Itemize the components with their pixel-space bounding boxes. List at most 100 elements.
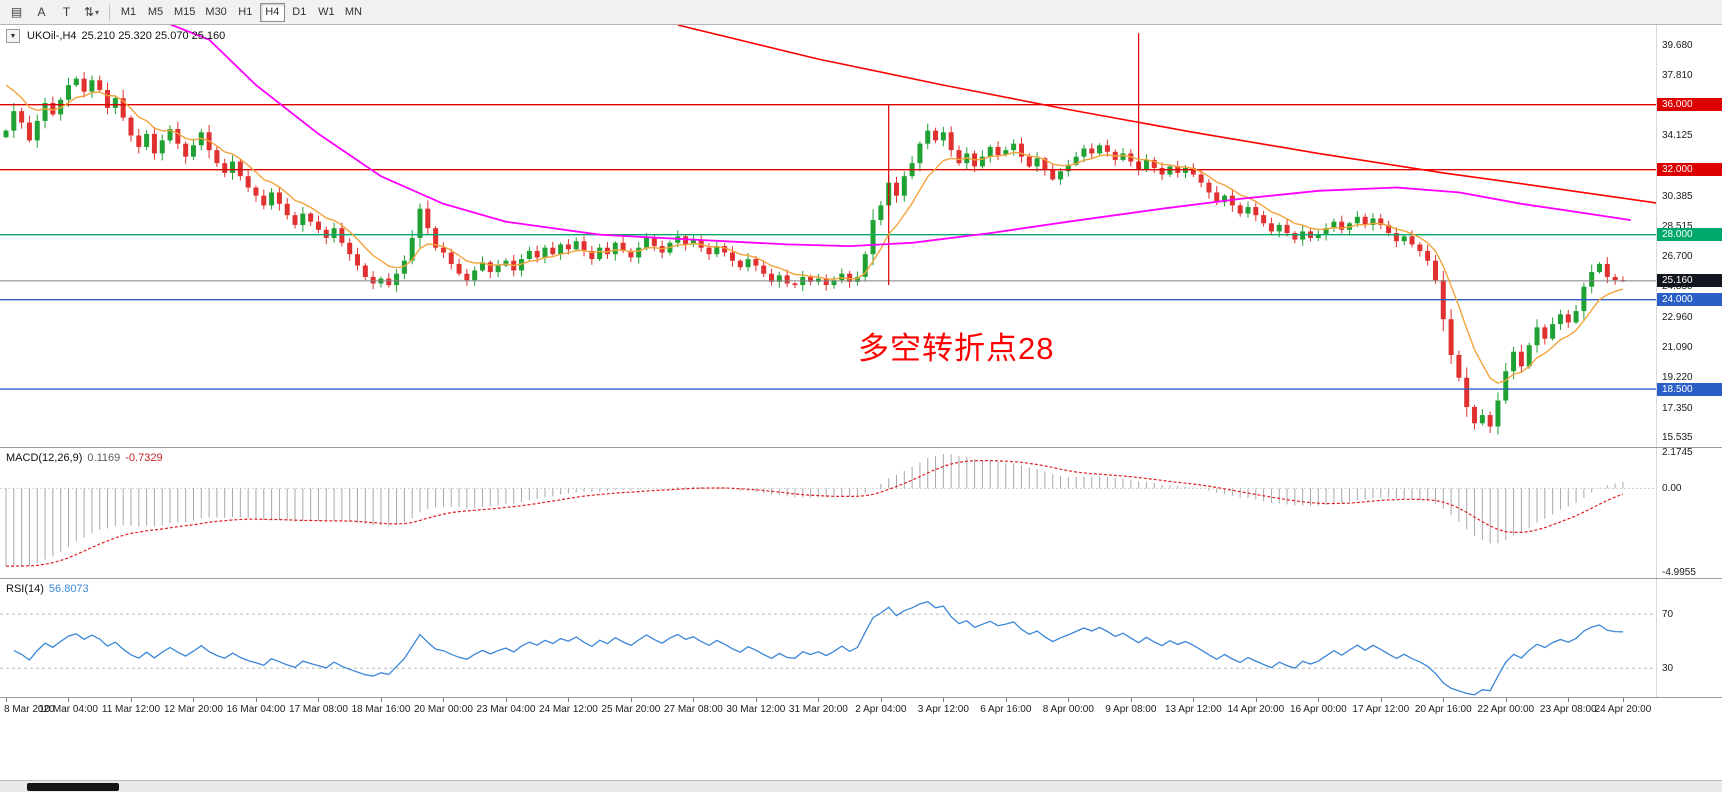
symbol-dropdown-icon[interactable]: ▼ xyxy=(6,29,20,43)
bull-candle xyxy=(878,205,884,221)
bull-candle xyxy=(1370,218,1376,225)
time-label: 20 Apr 16:00 xyxy=(1414,704,1472,715)
toolbar-icon-group: ▤ A T ⇅ ▾ xyxy=(4,3,104,22)
bull-candle xyxy=(1511,351,1517,372)
time-tick xyxy=(1193,698,1195,702)
bear-candle xyxy=(308,213,314,222)
rsi-axis-label: 70 xyxy=(1662,609,1674,621)
time-label: 17 Mar 08:00 xyxy=(288,704,348,715)
bull-candle xyxy=(167,129,173,141)
bull-candle xyxy=(495,265,501,273)
bull-candle xyxy=(987,146,993,157)
timeframe-button-m15[interactable]: M15 xyxy=(174,6,196,18)
bull-candle xyxy=(1003,150,1009,156)
taskbar-item[interactable] xyxy=(27,783,119,791)
bull-candle xyxy=(3,130,9,138)
bull-candle xyxy=(34,120,40,141)
bull-candle xyxy=(1183,168,1189,173)
bear-candle xyxy=(1542,327,1548,339)
macd-signal-value: -0.7329 xyxy=(125,452,163,464)
bear-candle xyxy=(1425,250,1431,261)
time-label: 23 Apr 08:00 xyxy=(1539,704,1597,715)
macd-plot[interactable] xyxy=(0,448,1656,578)
timeframe-button-group: M1 M5 M15 M30 H1 H4 D1 W1 MN xyxy=(115,2,367,22)
bear-candle xyxy=(1089,148,1095,154)
bear-candle xyxy=(1386,224,1392,234)
bull-candle xyxy=(394,273,400,286)
time-tick xyxy=(630,698,632,702)
time-tick xyxy=(1568,698,1570,702)
bull-candle xyxy=(89,80,95,92)
chart-window-icon[interactable]: ▤ xyxy=(10,5,23,19)
bull-candle xyxy=(1034,158,1040,167)
bear-candle xyxy=(722,246,728,253)
bull-candle xyxy=(612,242,618,255)
time-label: 18 Mar 16:00 xyxy=(351,704,411,715)
bear-candle xyxy=(19,111,25,123)
bear-candle xyxy=(1159,168,1165,175)
bull-candle xyxy=(1300,231,1306,240)
bear-candle xyxy=(1253,207,1259,216)
price-chart-plot[interactable] xyxy=(0,25,1656,446)
bull-candle xyxy=(1573,311,1579,323)
rsi-plot[interactable] xyxy=(0,579,1656,698)
letter-a-icon[interactable]: A xyxy=(37,5,46,19)
chart-ohlc-values: 25.210 25.320 25.070 25.160 xyxy=(81,30,226,42)
timeframe-button-w1[interactable]: W1 xyxy=(318,6,335,18)
bull-candle xyxy=(479,262,485,271)
bull-candle xyxy=(917,143,923,164)
bear-candle xyxy=(1464,377,1470,407)
bull-candle xyxy=(409,237,415,261)
timeframe-button-m30[interactable]: M30 xyxy=(205,6,227,18)
time-label: 8 Apr 00:00 xyxy=(1042,704,1094,715)
bear-candle xyxy=(284,203,290,216)
bear-candle xyxy=(1339,221,1345,230)
timeframe-button-m5[interactable]: M5 xyxy=(147,6,164,18)
bull-candle xyxy=(854,276,860,282)
time-tick xyxy=(1005,698,1007,702)
time-tick xyxy=(1505,698,1507,702)
bear-candle xyxy=(136,135,142,147)
timeframe-button-h4[interactable]: H4 xyxy=(259,2,285,22)
bear-candle xyxy=(1050,169,1056,180)
bear-candle xyxy=(105,90,111,108)
level-price-badge: 28.000 xyxy=(1657,228,1722,242)
bull-candle xyxy=(542,247,548,258)
rsi-header: RSI(14) 56.8073 xyxy=(6,583,89,595)
chart-header: ▼ UKOil-,H4 25.210 25.320 25.070 25.160 xyxy=(6,29,225,43)
time-label: 30 Mar 12:00 xyxy=(726,704,786,715)
bear-candle xyxy=(323,229,329,238)
timeframe-button-h1[interactable]: H1 xyxy=(238,6,253,18)
chart-text-annotation[interactable]: 多空转折点28 xyxy=(858,331,1055,366)
time-label: 27 Mar 08:00 xyxy=(663,704,723,715)
bear-candle xyxy=(237,161,243,177)
bull-candle xyxy=(714,246,720,255)
timeframe-button-d1[interactable]: D1 xyxy=(292,6,307,18)
bear-candle xyxy=(1206,182,1212,193)
timeframe-button-mn[interactable]: MN xyxy=(344,6,362,18)
bear-candle xyxy=(784,275,790,284)
bull-candle xyxy=(862,254,868,277)
text-tool-icon[interactable]: T xyxy=(62,5,71,19)
bear-candle xyxy=(425,208,431,229)
bull-candle xyxy=(190,145,196,157)
bear-candle xyxy=(1026,156,1032,167)
bear-candle xyxy=(1393,233,1399,242)
bull-candle xyxy=(11,111,17,131)
bear-candle xyxy=(1432,260,1438,281)
rsi-line xyxy=(13,600,1623,696)
bear-candle xyxy=(1042,158,1048,170)
time-label: 2 Apr 04:00 xyxy=(855,704,907,715)
bull-candle xyxy=(1534,327,1540,346)
bear-candle xyxy=(347,242,353,255)
timeframe-button-m1[interactable]: M1 xyxy=(120,6,137,18)
indicators-dropdown-icon[interactable]: ⇅ ▾ xyxy=(83,5,100,19)
bull-candle xyxy=(1065,164,1071,172)
bear-candle xyxy=(706,247,712,255)
bear-candle xyxy=(1417,244,1423,251)
bear-candle xyxy=(769,273,775,282)
time-tick xyxy=(318,698,320,702)
bull-candle xyxy=(1526,345,1532,367)
bear-candle xyxy=(1362,216,1368,225)
time-tick xyxy=(818,698,820,702)
